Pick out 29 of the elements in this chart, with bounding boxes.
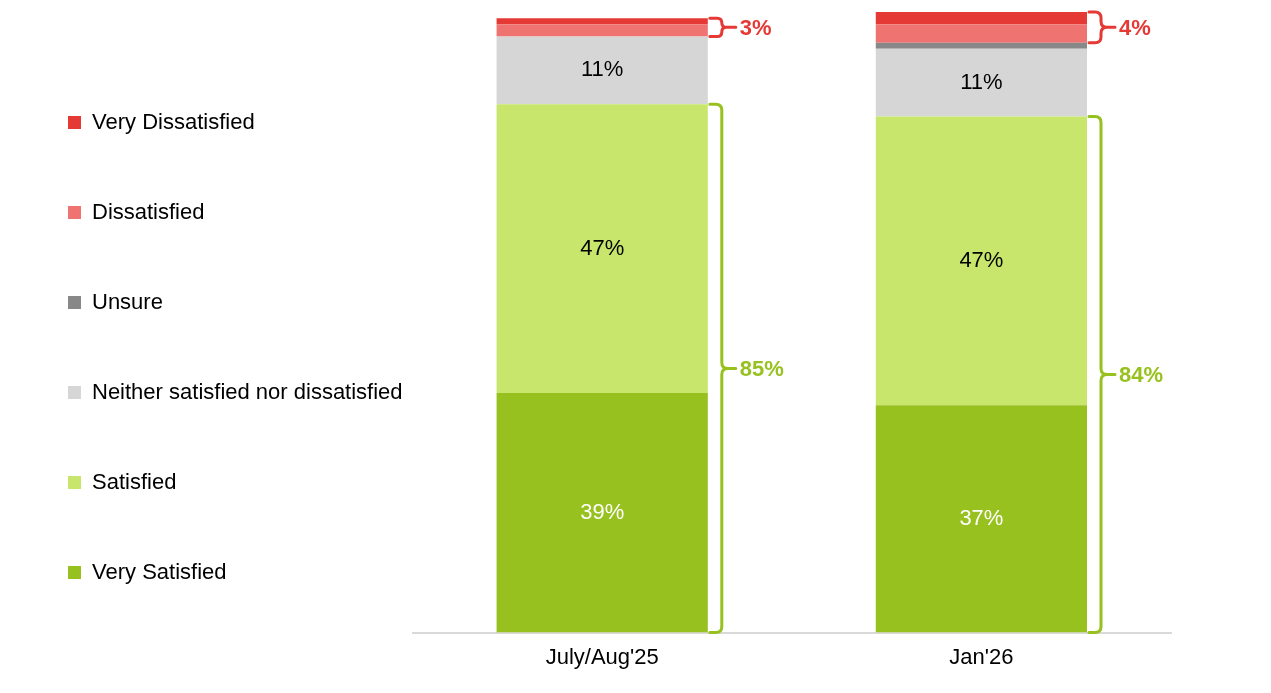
data-label: 11%: [580, 56, 624, 82]
annotation: 3%: [739, 14, 772, 40]
bar: [875, 24, 1088, 43]
data-label: 47%: [959, 246, 1004, 272]
bar: [496, 24, 708, 37]
bar: [875, 48, 1088, 117]
legend-label: Very Satisfied: [92, 558, 227, 584]
bar: [875, 405, 1088, 633]
data-label: 39%: [580, 498, 625, 524]
bar: [875, 12, 1088, 25]
x-tick-label: Jan'26: [949, 643, 1014, 669]
legend-label: Unsure: [92, 288, 163, 314]
x-tick-label: July/Aug'25: [545, 643, 659, 669]
bar: [875, 116, 1088, 406]
data-label: 37%: [959, 504, 1004, 530]
data-label: 11%: [960, 68, 1003, 94]
legend-label: Neither satisfied nor dissatisfied: [92, 378, 403, 404]
bar: [496, 392, 708, 633]
legend-label: Very Dissatisfied: [92, 108, 255, 134]
bar: [496, 104, 708, 393]
annotation: 85%: [739, 355, 784, 381]
data-label: 47%: [580, 234, 625, 260]
legend-label: Satisfied: [92, 468, 177, 494]
bar: [496, 18, 708, 25]
annotation: 84%: [1119, 362, 1164, 388]
bar: [496, 36, 708, 105]
annotation: 4%: [1119, 14, 1151, 40]
bar: [875, 42, 1088, 49]
legend-label: Dissatisfied: [92, 198, 205, 224]
